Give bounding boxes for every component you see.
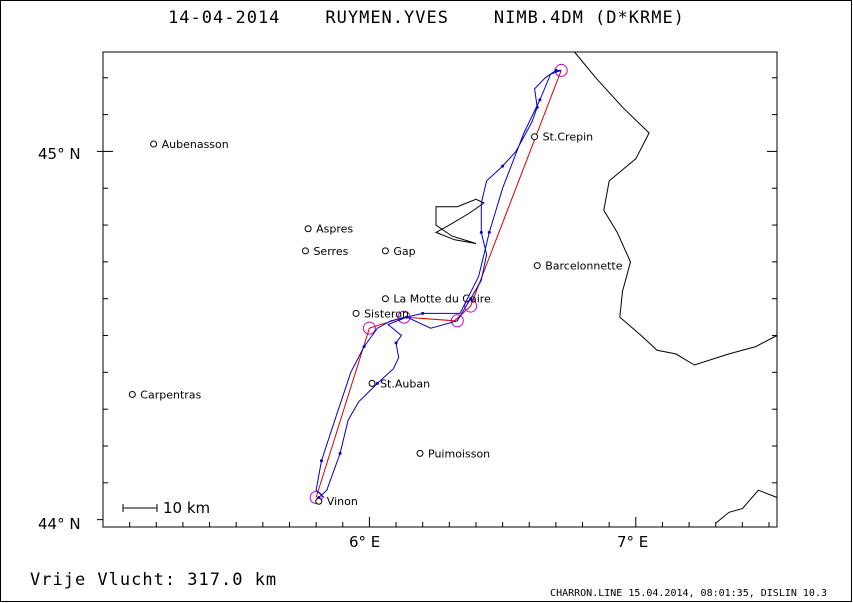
track-fix xyxy=(375,381,379,385)
place-dot xyxy=(150,140,158,148)
place-marker: La Motte du Caire xyxy=(381,293,491,306)
place-dot xyxy=(531,133,539,141)
scale-bar: 10 km xyxy=(122,499,210,517)
credit-line: CHARRON.LINE 15.04.2014, 08:01:35, DISLI… xyxy=(550,588,827,599)
place-marker: Gap xyxy=(381,245,416,258)
lon-6-label: 6° E xyxy=(349,533,380,551)
place-label: Barcelonnette xyxy=(545,260,623,273)
track-fix xyxy=(405,315,409,319)
place-label: Sisteron xyxy=(364,307,409,320)
track-fix xyxy=(394,341,398,345)
place-dot xyxy=(533,262,541,270)
place-marker: Sisteron xyxy=(352,307,409,320)
place-dot xyxy=(416,449,424,457)
task-route xyxy=(315,70,562,498)
place-label: Aubenasson xyxy=(162,138,229,151)
place-label: Vinon xyxy=(327,495,358,508)
distance-summary: Vrije Vlucht: 317.0 km xyxy=(30,570,278,590)
place-dot xyxy=(381,295,389,303)
place-dot xyxy=(128,390,136,398)
plot-area xyxy=(102,51,778,528)
axis-ticks xyxy=(97,77,777,527)
place-marker: Puimoisson xyxy=(416,447,490,460)
place-marker: Vinon xyxy=(315,495,358,508)
flight-title: 14-04-2014 RUYMEN.YVES NIMB.4DM (D*KRME) xyxy=(0,8,853,28)
place-label: Serres xyxy=(313,245,348,258)
task-layer xyxy=(309,63,568,505)
place-label: Puimoisson xyxy=(428,447,490,460)
glider-name: NIMB.4DM (D*KRME) xyxy=(493,8,685,28)
place-label: St.Auban xyxy=(380,377,430,390)
lon-7-label: 7° E xyxy=(617,533,648,551)
lat-45-label: 45° N xyxy=(38,145,81,163)
place-label: St.Crepin xyxy=(543,131,594,144)
track-fix xyxy=(469,297,473,301)
place-marker: St.Auban xyxy=(368,377,430,390)
track-fix xyxy=(319,459,323,463)
track-fix xyxy=(538,98,542,102)
coastline xyxy=(715,489,778,524)
track-fix xyxy=(362,345,366,349)
track-fix xyxy=(501,164,505,168)
track-fix xyxy=(338,451,342,455)
track-fix xyxy=(487,230,491,234)
place-dot xyxy=(381,247,389,255)
place-dot xyxy=(368,379,376,387)
place-dot xyxy=(352,309,360,317)
turnpoint-marker xyxy=(450,314,464,328)
places-layer: Aubenasson Aspres Serres Gap La Motte du Cai… xyxy=(128,131,623,508)
lat-44-label: 44° N xyxy=(38,515,81,533)
turnpoint-marker xyxy=(397,310,411,324)
place-marker: Aspres xyxy=(304,223,353,236)
country-border xyxy=(574,51,778,366)
place-dot xyxy=(315,497,323,505)
geography-layer xyxy=(434,51,778,524)
place-marker: Carpentras xyxy=(128,388,202,401)
track-fix xyxy=(421,311,425,315)
track-fix xyxy=(554,68,558,72)
place-dot xyxy=(304,225,312,233)
flight-track xyxy=(315,69,562,498)
flight-track-layer xyxy=(315,68,562,500)
place-marker: Barcelonnette xyxy=(533,260,623,273)
place-label: La Motte du Caire xyxy=(393,293,491,306)
lake-outline xyxy=(434,198,486,244)
place-dot xyxy=(301,247,309,255)
track-fix xyxy=(479,230,483,234)
place-marker: St.Crepin xyxy=(531,131,594,144)
place-marker: Aubenasson xyxy=(150,138,229,151)
pilot-name: RUYMEN.YVES xyxy=(325,8,449,28)
place-marker: Serres xyxy=(301,245,349,258)
scale-label: 10 km xyxy=(163,499,210,517)
place-label: Carpentras xyxy=(140,388,201,401)
place-label: Gap xyxy=(393,245,415,258)
turnpoint-marker xyxy=(362,321,376,335)
turnpoint-marker xyxy=(309,491,323,505)
track-fix xyxy=(535,105,539,109)
place-label: Aspres xyxy=(316,223,353,236)
flight-date: 14-04-2014 xyxy=(168,8,281,28)
